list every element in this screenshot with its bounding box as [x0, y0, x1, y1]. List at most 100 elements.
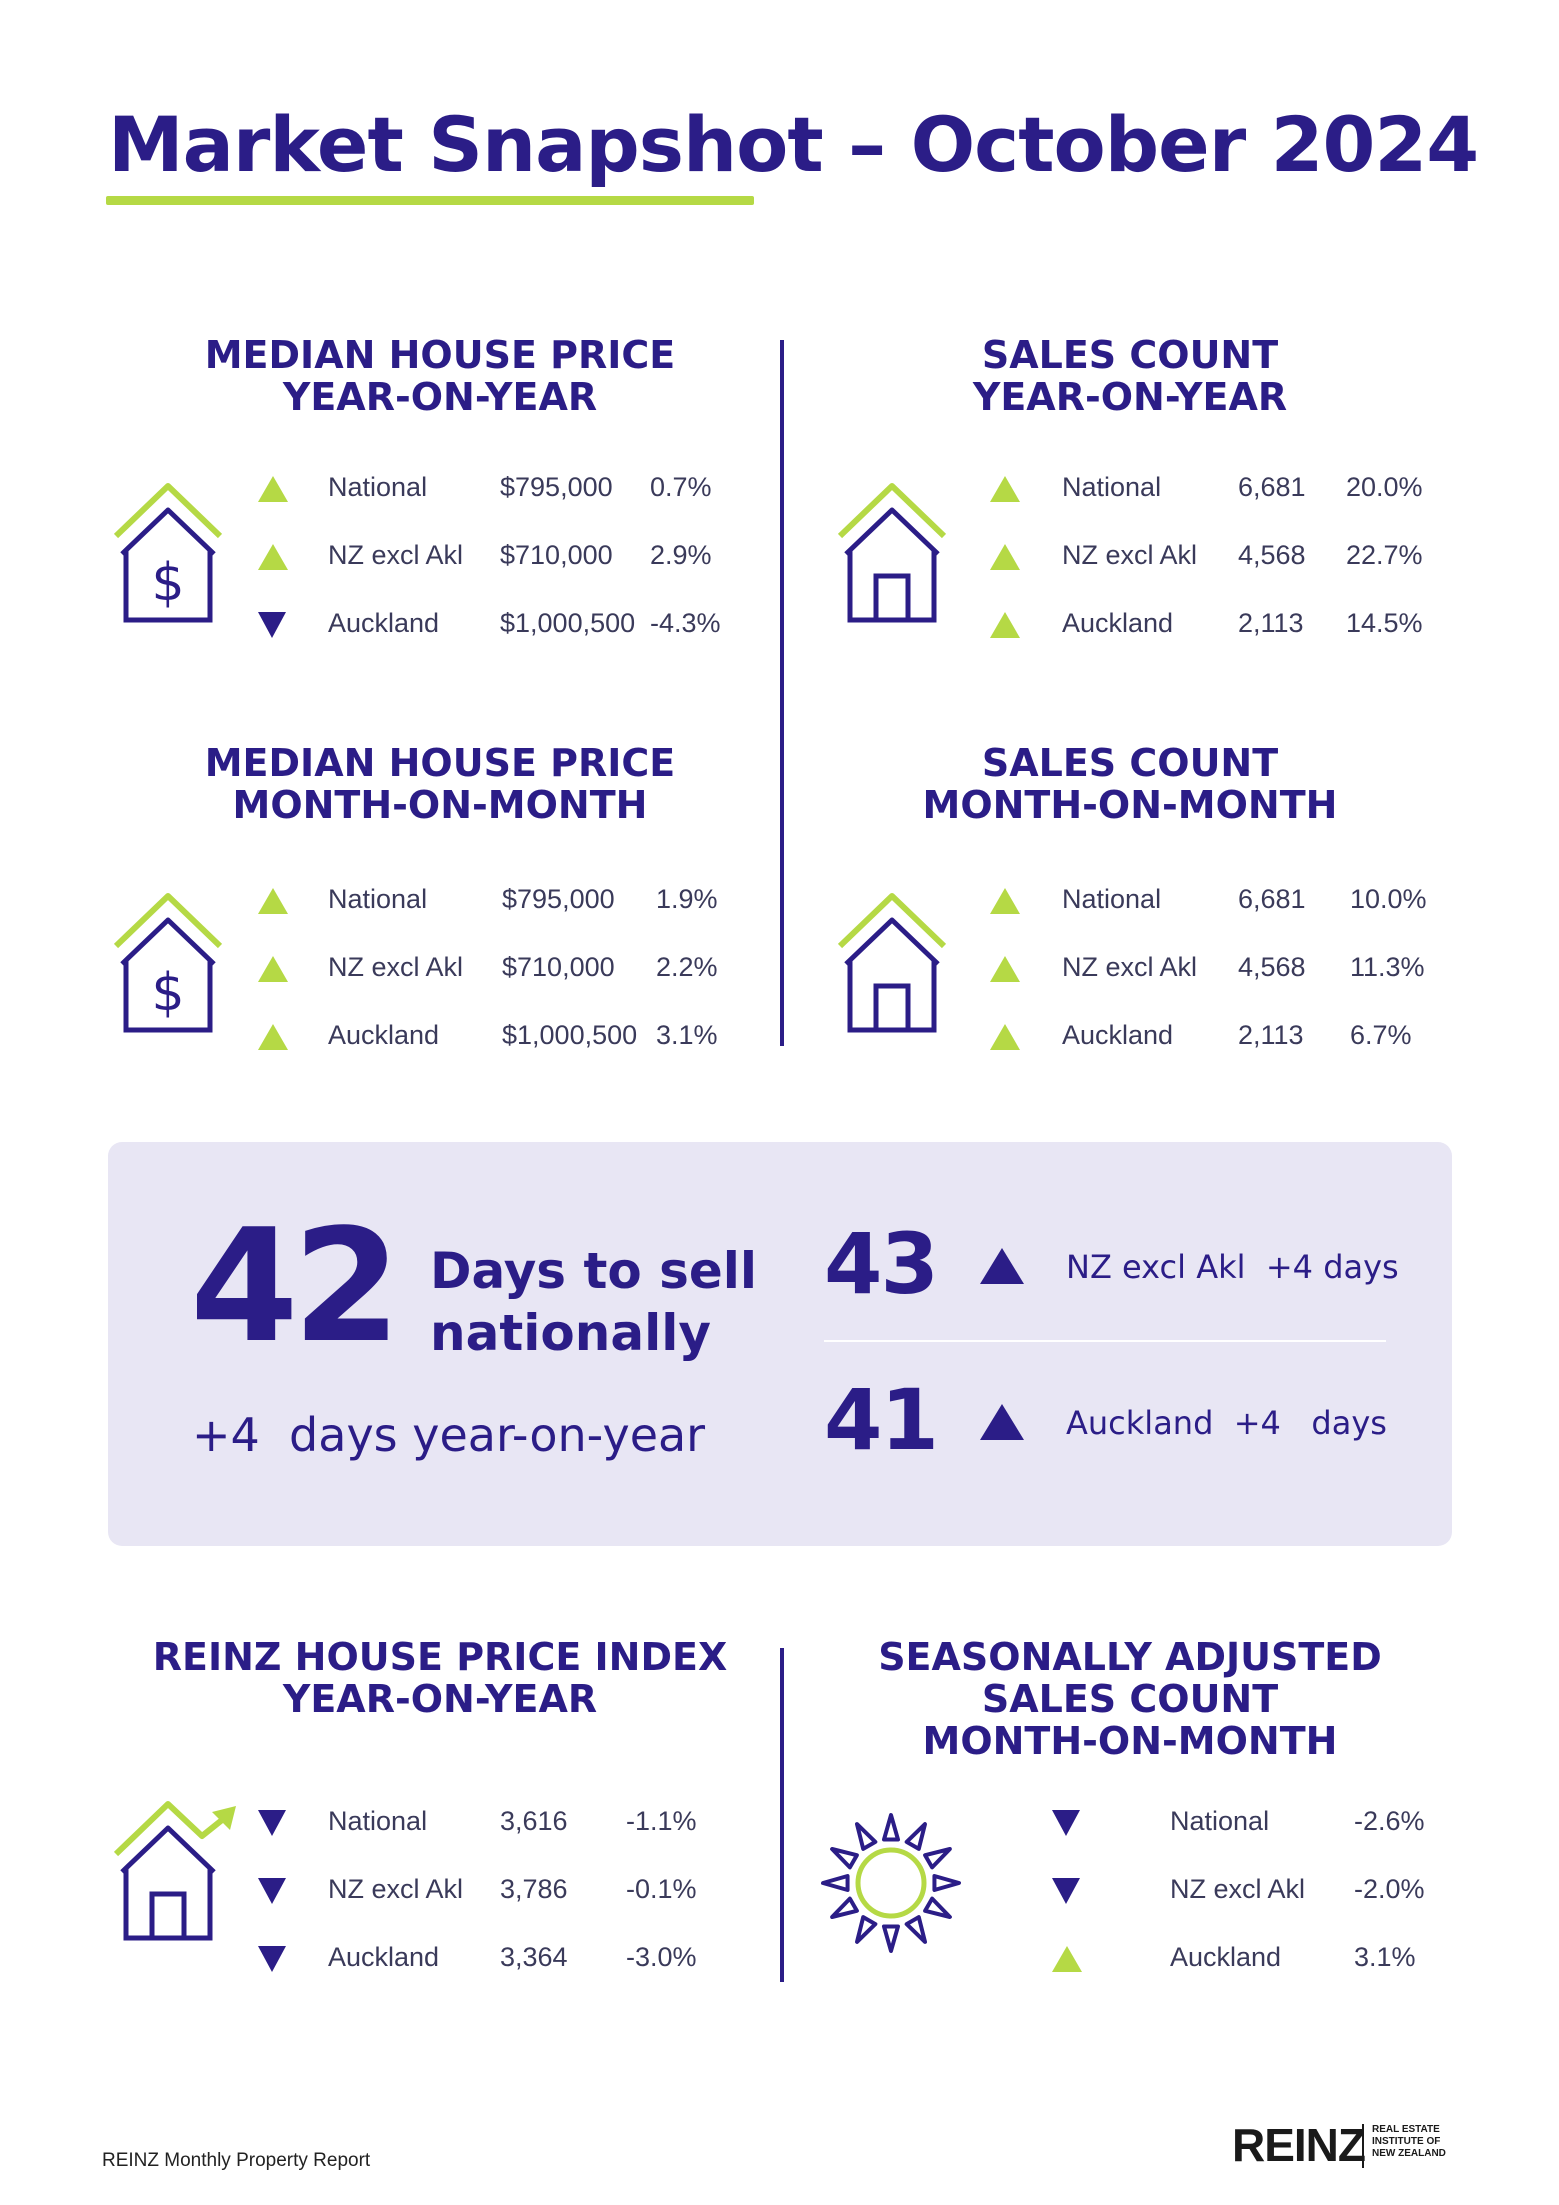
- row-value: 2,113: [1238, 608, 1304, 638]
- row-region: NZ excl Akl: [1062, 540, 1198, 570]
- days-to-sell-label: Days to sell nationally: [430, 1240, 757, 1364]
- row-value: 4,568: [1238, 952, 1306, 982]
- hpi-yoy-heading: REINZ HOUSE PRICE INDEX YEAR-ON-YEAR: [150, 1636, 730, 1720]
- row-change: 3.1%: [656, 1020, 718, 1050]
- up-arrow-icon: [990, 476, 1020, 502]
- days-to-sell-panel: [108, 1142, 1452, 1546]
- national-days-number: 42: [190, 1195, 401, 1377]
- reinz-logo: REINZ: [1232, 2119, 1366, 2171]
- sun-ray: [904, 1915, 927, 1944]
- up-arrow-icon: [258, 888, 288, 914]
- down-arrow-icon: [258, 612, 286, 638]
- sun-ray: [881, 1924, 901, 1953]
- house-icon: [837, 893, 947, 1033]
- vertical-divider-bottom: [780, 1648, 784, 1982]
- row-value: $1,000,500: [502, 1020, 638, 1050]
- nz-excl-days-number: 43: [824, 1215, 939, 1313]
- logo-divider: [1362, 2124, 1364, 2168]
- row-region: NZ excl Akl: [328, 952, 464, 982]
- down-arrow-icon: [1052, 1878, 1080, 1904]
- row-region: National: [328, 1806, 428, 1836]
- row-change: 2.9%: [650, 540, 712, 570]
- row-value: 4,568: [1238, 540, 1306, 570]
- reinz-logo-subtitle: REAL ESTATE INSTITUTE OF NEW ZEALAND: [1372, 2124, 1446, 2159]
- sun-ray: [855, 1822, 878, 1851]
- house-dollar-icon: $: [113, 483, 223, 623]
- up-arrow-icon: [980, 1404, 1024, 1440]
- row-change: -3.0%: [626, 1942, 697, 1972]
- row-value: 3,786: [500, 1874, 568, 1904]
- page-title: Market Snapshot – October 2024: [108, 100, 1479, 189]
- row-change: 20.0%: [1346, 472, 1423, 502]
- row-change: 2.2%: [656, 952, 718, 982]
- down-arrow-icon: [258, 1946, 286, 1972]
- row-region: Auckland: [1062, 1020, 1174, 1050]
- label-line: Days to sell: [430, 1242, 758, 1300]
- sun-ray: [932, 1873, 961, 1893]
- heading-line: SALES COUNT: [981, 333, 1279, 377]
- sun-ray: [923, 1896, 952, 1919]
- heading-line: YEAR-ON-YEAR: [282, 1677, 598, 1721]
- row-value: $795,000: [502, 884, 615, 914]
- house-dollar-icon: $: [113, 893, 223, 1033]
- up-arrow-icon: [990, 612, 1020, 638]
- down-arrow-icon: [258, 1810, 286, 1836]
- auckland-days-number: 41: [824, 1371, 939, 1469]
- median-yoy-heading: MEDIAN HOUSE PRICE YEAR-ON-YEAR: [180, 334, 700, 418]
- footer-report-name: REINZ Monthly Property Report: [102, 2150, 371, 2171]
- sales-yoy-heading: SALES COUNT YEAR-ON-YEAR: [870, 334, 1390, 418]
- sun-ray: [881, 1813, 901, 1842]
- row-region: Auckland: [328, 1942, 440, 1972]
- house-trend-icon: [113, 1801, 236, 1941]
- up-arrow-icon: [258, 956, 288, 982]
- row-change: 10.0%: [1350, 884, 1427, 914]
- up-arrow-icon: [258, 476, 288, 502]
- sun-ray: [923, 1847, 952, 1870]
- row-change: -4.3%: [650, 608, 721, 638]
- seasonal-mom-heading: SEASONALLY ADJUSTED SALES COUNT MONTH-ON…: [870, 1636, 1390, 1762]
- up-arrow-icon: [990, 1024, 1020, 1050]
- sun-ray: [904, 1822, 927, 1851]
- up-arrow-icon: [990, 888, 1020, 914]
- row-change: -2.0%: [1354, 1874, 1425, 1904]
- up-arrow-icon: [1052, 1946, 1082, 1972]
- row-region: NZ excl Akl: [1062, 952, 1198, 982]
- row-value: $710,000: [502, 952, 615, 982]
- sun-ray: [821, 1873, 850, 1893]
- panel-divider: [824, 1340, 1386, 1342]
- heading-line: SALES COUNT: [981, 741, 1279, 785]
- sun-ray: [855, 1915, 878, 1944]
- heading-line: SEASONALLY ADJUSTED: [878, 1635, 1382, 1679]
- row-change: 6.7%: [1350, 1020, 1412, 1050]
- sun-ray: [830, 1847, 859, 1870]
- row-value: 6,681: [1238, 884, 1306, 914]
- row-value: $710,000: [500, 540, 613, 570]
- title-underline: [106, 196, 754, 205]
- sun-icon: [821, 1813, 961, 1953]
- row-region: Auckland: [328, 608, 440, 638]
- row-value: $1,000,500: [500, 608, 636, 638]
- heading-line: REINZ HOUSE PRICE INDEX: [152, 1635, 728, 1679]
- sun-ray: [830, 1896, 859, 1919]
- heading-line: YEAR-ON-YEAR: [972, 375, 1288, 419]
- row-value: $795,000: [500, 472, 613, 502]
- row-region: NZ excl Akl: [328, 1874, 464, 1904]
- heading-line: MONTH-ON-MONTH: [922, 1719, 1338, 1763]
- row-change: -1.1%: [626, 1806, 697, 1836]
- auckland-days-text: Auckland +4 days: [1066, 1404, 1387, 1442]
- heading-line: SALES COUNT: [981, 1677, 1279, 1721]
- svg-text:$: $: [151, 963, 184, 1023]
- label-line: nationally: [430, 1304, 711, 1362]
- row-region: NZ excl Akl: [1170, 1874, 1306, 1904]
- svg-text:$: $: [151, 553, 184, 613]
- row-change: 3.1%: [1354, 1942, 1416, 1972]
- nz-excl-days-text: NZ excl Akl +4 days: [1066, 1248, 1399, 1286]
- heading-line: MEDIAN HOUSE PRICE: [204, 741, 676, 785]
- row-change: 0.7%: [650, 472, 712, 502]
- heading-line: MEDIAN HOUSE PRICE: [204, 333, 676, 377]
- sales-mom-heading: SALES COUNT MONTH-ON-MONTH: [870, 742, 1390, 826]
- up-arrow-icon: [258, 1024, 288, 1050]
- median-mom-heading: MEDIAN HOUSE PRICE MONTH-ON-MONTH: [180, 742, 700, 826]
- vertical-divider-top: [780, 340, 784, 1046]
- row-value: 3,364: [500, 1942, 568, 1972]
